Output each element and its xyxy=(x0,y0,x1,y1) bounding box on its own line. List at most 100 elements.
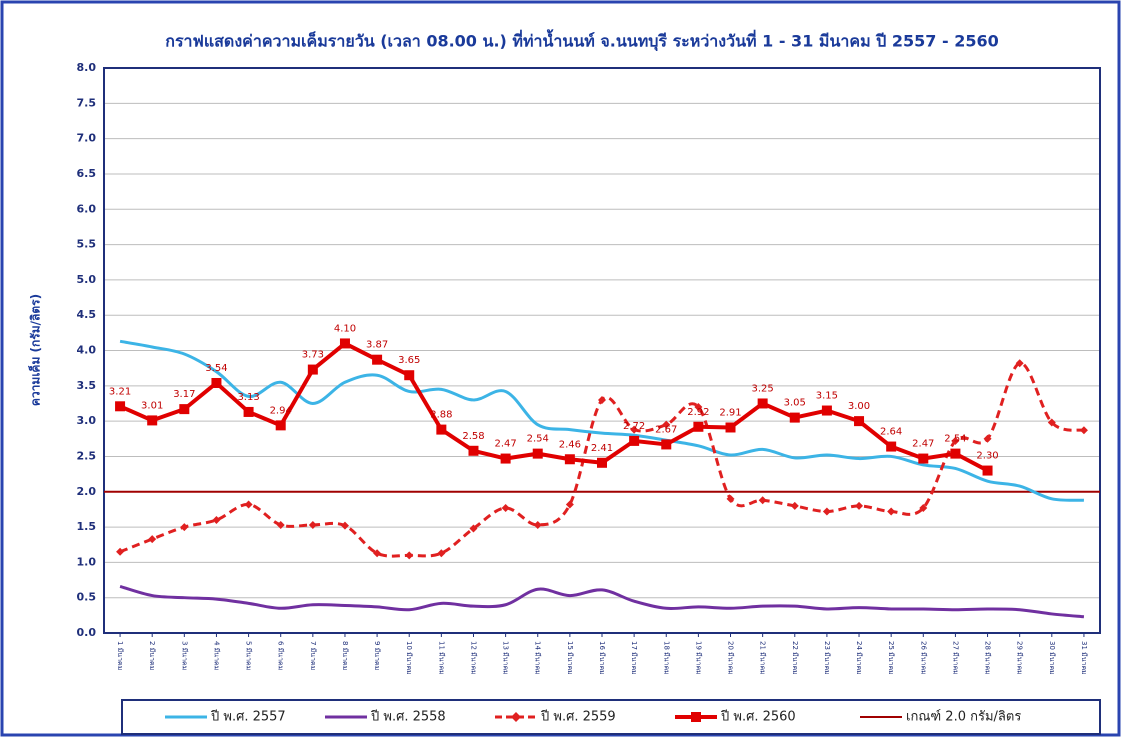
x-tick-label: 9 มีนาคม xyxy=(373,641,381,670)
data-label: 3.15 xyxy=(816,391,838,402)
data-label: 2.88 xyxy=(430,410,452,421)
data-point xyxy=(1047,418,1056,427)
legend-label: ปี พ.ศ. 2559 xyxy=(540,709,616,725)
data-point xyxy=(565,500,574,509)
y-tick-label: 3.5 xyxy=(77,379,97,392)
y-tick-label: 1.0 xyxy=(77,555,97,568)
y-tick-label: 1.5 xyxy=(77,520,97,533)
data-point xyxy=(790,501,799,510)
data-point xyxy=(950,448,961,459)
y-tick-label: 5.0 xyxy=(77,273,97,286)
x-tick-label: 17 มีนาคม xyxy=(630,641,638,675)
data-label: 3.17 xyxy=(173,389,195,400)
data-point xyxy=(373,549,382,558)
x-tick-label: 22 มีนาคม xyxy=(791,641,799,675)
x-tick-label: 5 มีนาคม xyxy=(245,641,253,670)
data-point xyxy=(598,395,606,404)
x-tick-label: 30 มีนาคม xyxy=(1048,641,1056,675)
y-axis-title: ความเค็ม (กรัม/ลิตร) xyxy=(28,294,43,406)
x-tick-label: 11 มีนาคม xyxy=(437,641,445,675)
data-point xyxy=(726,494,735,503)
y-tick-label: 0.5 xyxy=(77,591,97,604)
x-tick-label: 25 มีนาคม xyxy=(887,641,895,675)
legend-label: ปี พ.ศ. 2557 xyxy=(210,709,286,725)
x-tick-label: 3 มีนาคม xyxy=(180,641,188,670)
data-point xyxy=(308,520,317,529)
x-tick-label: 13 มีนาคม xyxy=(502,641,510,675)
data-label: 2.47 xyxy=(494,439,516,450)
data-point xyxy=(179,404,190,415)
data-point xyxy=(307,364,318,375)
x-tick-label: 10 มีนาคม xyxy=(405,641,413,675)
data-point xyxy=(340,521,349,530)
x-tick-label: 20 มีนาคม xyxy=(727,641,735,675)
data-point xyxy=(919,503,928,512)
y-tick-label: 7.5 xyxy=(77,96,97,109)
data-label: 3.05 xyxy=(784,398,806,409)
data-point xyxy=(789,412,800,423)
data-label: 2.47 xyxy=(912,439,934,450)
data-point xyxy=(532,448,543,459)
x-tick-label: 18 มีนาคม xyxy=(662,641,670,675)
x-tick-label: 4 มีนาคม xyxy=(212,641,220,670)
data-point xyxy=(886,441,897,452)
data-point xyxy=(437,549,446,558)
x-tick-label: 8 มีนาคม xyxy=(341,641,349,670)
legend xyxy=(121,699,1101,735)
data-label: 3.13 xyxy=(237,392,259,403)
data-point xyxy=(694,403,703,411)
x-tick-label: 28 มีนาคม xyxy=(984,641,992,675)
data-point xyxy=(1079,426,1088,435)
data-point xyxy=(372,354,383,365)
legend-marker xyxy=(511,712,521,722)
x-tick-label: 14 มีนาคม xyxy=(534,641,542,675)
plot-border xyxy=(103,67,1101,634)
data-point xyxy=(243,406,254,417)
y-tick-label: 6.0 xyxy=(77,202,97,215)
data-point xyxy=(244,500,253,509)
data-label: 3.21 xyxy=(109,386,131,397)
legend-marker xyxy=(691,712,701,722)
chart-title: กราฟแสดงค่าความเค็มรายวัน (เวลา 08.00 น.… xyxy=(165,29,999,52)
data-point xyxy=(148,535,157,544)
data-point xyxy=(757,398,768,409)
data-label: 3.54 xyxy=(205,363,227,374)
x-tick-label: 16 มีนาคม xyxy=(598,641,606,675)
data-point xyxy=(533,520,542,529)
data-label: 2.94 xyxy=(270,405,292,416)
y-tick-label: 6.5 xyxy=(77,167,97,180)
data-point xyxy=(436,424,447,435)
data-point xyxy=(630,425,639,434)
legend-label: เกณฑ์ 2.0 กรัม/ลิตร xyxy=(906,709,1021,725)
series-line xyxy=(119,584,1085,619)
y-tick-label: 3.0 xyxy=(77,414,97,427)
data-point xyxy=(918,453,929,464)
data-point xyxy=(501,503,510,512)
data-point xyxy=(951,436,960,445)
data-point xyxy=(180,523,189,532)
x-tick-label: 1 มีนาคม xyxy=(116,641,124,670)
data-point xyxy=(758,496,767,505)
data-label: 3.65 xyxy=(398,355,420,366)
legend-label: ปี พ.ศ. 2560 xyxy=(720,709,796,725)
data-point xyxy=(468,445,479,456)
data-label: 3.25 xyxy=(752,383,774,394)
data-point xyxy=(339,338,350,349)
data-point xyxy=(147,415,158,426)
data-label: 3.00 xyxy=(848,401,870,412)
data-point xyxy=(661,439,672,450)
x-tick-label: 24 มีนาคม xyxy=(855,641,863,675)
data-point xyxy=(725,422,736,433)
data-label: 2.91 xyxy=(719,407,741,418)
data-point xyxy=(982,465,993,476)
data-label: 2.64 xyxy=(880,427,902,438)
x-tick-label: 26 มีนาคม xyxy=(919,641,927,675)
data-label: 2.92 xyxy=(687,407,709,418)
data-point xyxy=(662,420,671,429)
x-tick-label: 12 มีนาคม xyxy=(469,641,477,675)
data-point xyxy=(275,420,286,431)
data-point xyxy=(854,416,865,427)
x-tick-label: 6 มีนาคม xyxy=(277,641,285,670)
data-point xyxy=(212,516,221,524)
x-tick-label: 2 มีนาคม xyxy=(148,641,156,670)
